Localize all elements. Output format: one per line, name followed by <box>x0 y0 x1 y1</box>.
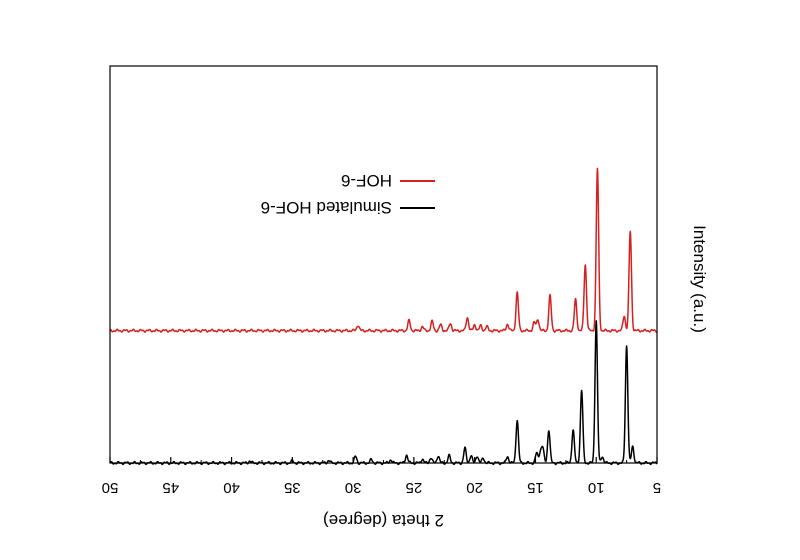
legend <box>400 180 435 209</box>
x-tick-labels: 50 45 40 35 30 25 20 15 10 5 <box>102 479 662 496</box>
x-tick-label: 5 <box>653 479 661 496</box>
series-line-simulated-hof-6 <box>109 320 658 466</box>
x-tick-label: 10 <box>588 479 605 496</box>
legend-labels: HOF-6 Simulated HOF-6 <box>261 171 392 217</box>
x-tick-label: 15 <box>527 479 544 496</box>
chart-texts: 50 45 40 35 30 25 20 15 10 5 2 theta (degree) Int… <box>102 171 709 530</box>
series-line-hof-6 <box>109 167 658 333</box>
x-axis-label: 2 theta (degree) <box>323 511 444 530</box>
x-tick-label: 50 <box>102 479 119 496</box>
legend-label: HOF-6 <box>341 171 392 190</box>
x-tick-label: 25 <box>406 479 423 496</box>
x-axis-ticks <box>109 457 658 463</box>
x-tick-label: 35 <box>284 479 301 496</box>
plot-frame <box>109 65 658 464</box>
legend-label: Simulated HOF-6 <box>261 198 392 217</box>
x-tick-label: 45 <box>162 479 179 496</box>
y-axis-label: Intensity (a.u.) <box>690 225 709 333</box>
x-tick-label: 20 <box>466 479 483 496</box>
mirrored-figure <box>109 65 658 466</box>
x-tick-label: 40 <box>223 479 240 496</box>
x-tick-label: 30 <box>345 479 362 496</box>
